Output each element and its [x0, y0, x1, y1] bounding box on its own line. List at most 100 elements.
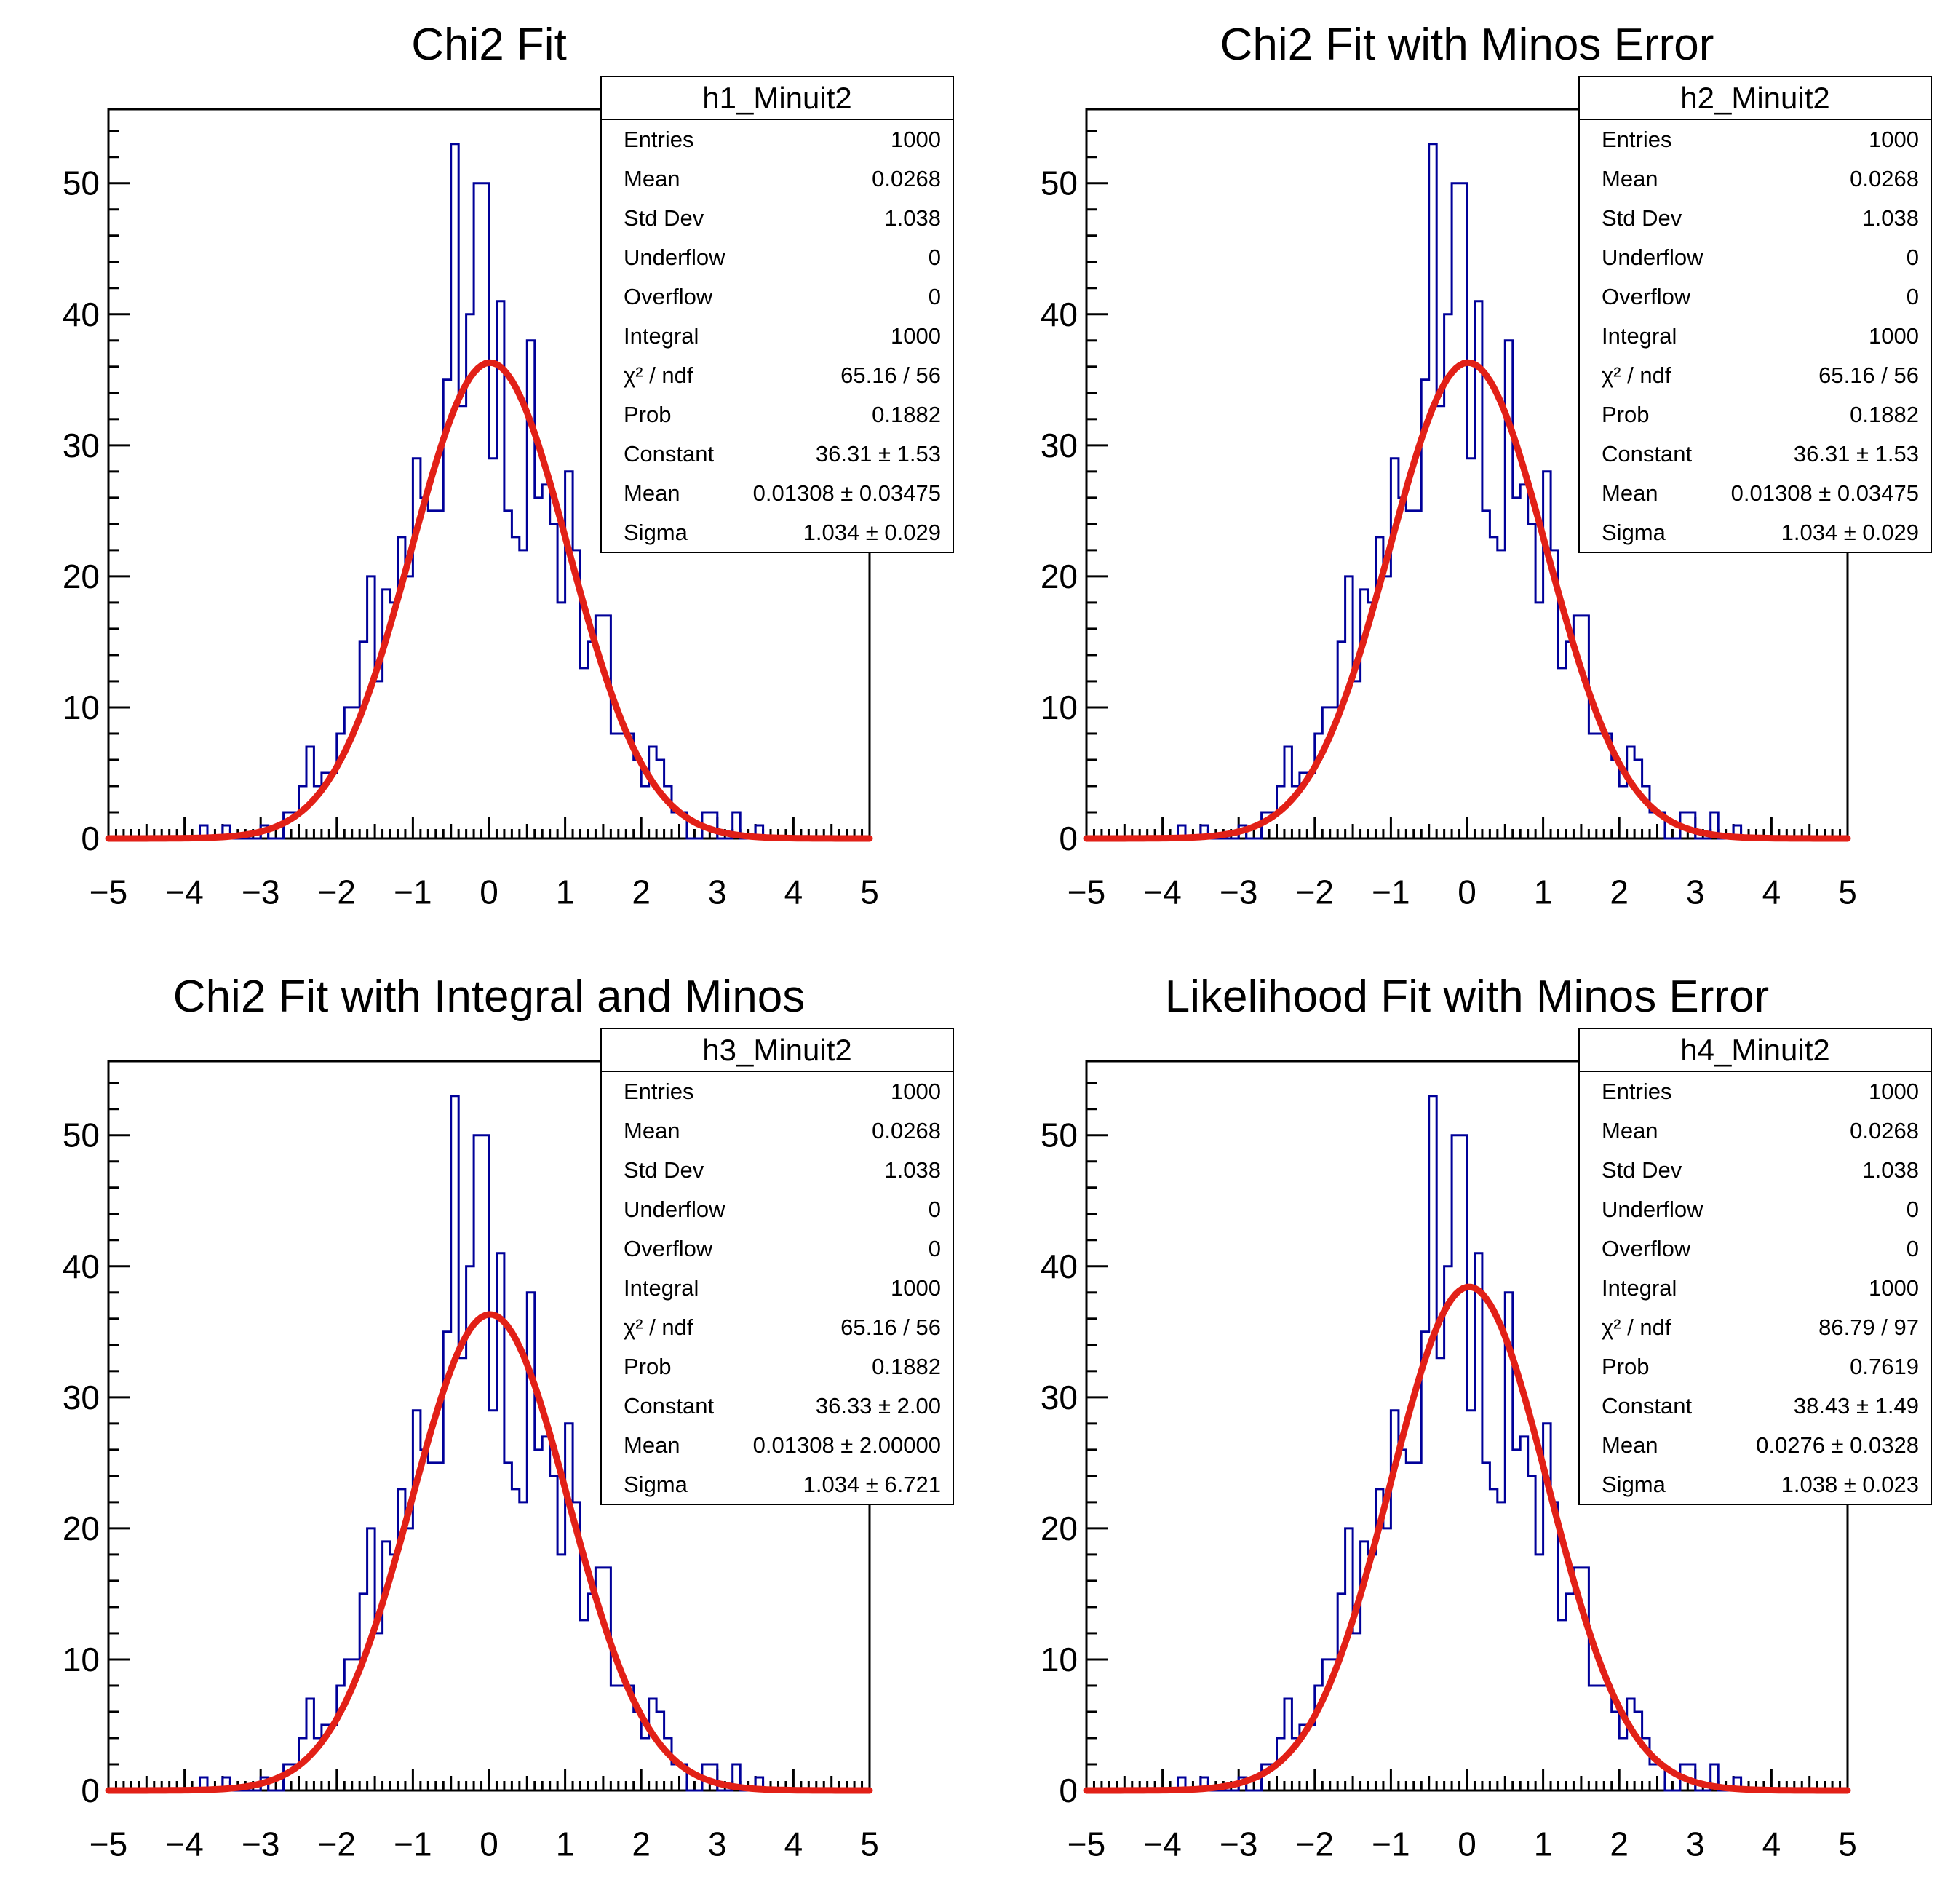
stats-row-value: 1.038 ± 0.023	[1781, 1472, 1919, 1497]
stats-row-value: 36.33 ± 2.00	[815, 1393, 941, 1419]
stats-row-value: 0	[928, 1197, 941, 1222]
stats-row-label: Overflow	[1602, 1236, 1691, 1261]
stats-row-value: 0.0268	[1850, 1118, 1919, 1143]
stats-row-label: χ² / ndf	[1602, 362, 1671, 388]
stats-row-value: 1000	[891, 1275, 941, 1301]
stats-row-label: Overflow	[1602, 284, 1691, 309]
pad-title: Chi2 Fit	[411, 20, 567, 70]
stats-row-value: 0.01308 ± 2.00000	[752, 1432, 941, 1458]
stats-row: Entries 1000	[1580, 1072, 1931, 1111]
stats-row: Sigma 1.034 ± 0.029	[602, 513, 953, 552]
stats-row: Std Dev 1.038	[1580, 1151, 1931, 1190]
stats-row-value: 1.034 ± 0.029	[1781, 520, 1919, 545]
stats-box: h2_Minuit2 Entries 1000 Mean 0.0268 Std Dev 1…	[1578, 76, 1932, 553]
stats-box-title: h1_Minuit2	[602, 77, 953, 120]
svg-text:2: 2	[1610, 1825, 1629, 1863]
stats-row-label: Std Dev	[1602, 205, 1682, 231]
stats-row-value: 65.16 / 56	[840, 1314, 941, 1340]
stats-row: Std Dev 1.038	[1580, 199, 1931, 238]
svg-text:1: 1	[1534, 873, 1553, 911]
svg-text:−3: −3	[242, 1825, 279, 1863]
stats-row: Integral 1000	[602, 1269, 953, 1308]
stats-row-value: 0	[928, 284, 941, 309]
svg-text:10: 10	[63, 689, 100, 726]
stats-row: Mean 0.0268	[1580, 159, 1931, 199]
stats-row-label: Mean	[624, 1118, 680, 1143]
svg-text:40: 40	[63, 295, 100, 333]
pad-chi2-fit-minos: Chi2 Fit with Minos Error −5 −4 −3 −2 −1 0 1 2 3…	[978, 0, 1956, 952]
stats-row: Underflow 0	[1580, 1190, 1931, 1229]
stats-row-label: χ² / ndf	[624, 1314, 693, 1340]
svg-text:40: 40	[1041, 295, 1078, 333]
svg-text:−1: −1	[394, 873, 432, 911]
svg-text:0: 0	[81, 1772, 100, 1809]
stats-row: Constant 36.33 ± 2.00	[602, 1387, 953, 1426]
stats-row-label: Underflow	[624, 245, 725, 270]
stats-row-label: χ² / ndf	[1602, 1314, 1671, 1340]
stats-row: Integral 1000	[602, 317, 953, 356]
svg-text:−4: −4	[1143, 1825, 1181, 1863]
svg-text:−4: −4	[165, 1825, 203, 1863]
stats-row: Mean 0.01308 ± 0.03475	[1580, 474, 1931, 513]
stats-row-value: 0.1882	[1850, 402, 1919, 427]
stats-row-value: 36.31 ± 1.53	[815, 441, 941, 467]
stats-row-label: Underflow	[624, 1197, 725, 1222]
stats-row: Mean 0.0268	[602, 1111, 953, 1151]
stats-row-label: Integral	[1602, 323, 1677, 349]
stats-box: h4_Minuit2 Entries 1000 Mean 0.0268 Std Dev 1…	[1578, 1028, 1932, 1505]
svg-text:−1: −1	[1372, 1825, 1410, 1863]
svg-text:1: 1	[1534, 1825, 1553, 1863]
stats-row: Entries 1000	[1580, 120, 1931, 159]
svg-text:20: 20	[1041, 558, 1078, 595]
svg-text:10: 10	[1041, 689, 1078, 726]
svg-text:−4: −4	[165, 873, 203, 911]
svg-text:0: 0	[1458, 873, 1476, 911]
stats-row-label: Prob	[1602, 402, 1650, 427]
svg-text:20: 20	[63, 1510, 100, 1547]
svg-text:0: 0	[480, 1825, 498, 1863]
stats-row-label: Integral	[624, 323, 699, 349]
stats-row: Overflow 0	[602, 277, 953, 317]
svg-text:0: 0	[480, 873, 498, 911]
stats-row: Underflow 0	[602, 238, 953, 277]
stats-row: Prob 0.1882	[602, 395, 953, 435]
svg-text:5: 5	[860, 1825, 879, 1863]
stats-row: Prob 0.1882	[602, 1347, 953, 1387]
stats-row: Mean 0.0268	[1580, 1111, 1931, 1151]
svg-text:30: 30	[1041, 1379, 1078, 1416]
stats-row-label: χ² / ndf	[624, 362, 693, 388]
stats-box-title: h3_Minuit2	[602, 1029, 953, 1072]
stats-row: Entries 1000	[602, 1072, 953, 1111]
svg-text:50: 50	[63, 1116, 100, 1154]
stats-row-value: 1000	[1869, 323, 1919, 349]
stats-row-value: 0	[1906, 245, 1919, 270]
svg-text:2: 2	[632, 1825, 651, 1863]
stats-row: Overflow 0	[602, 1229, 953, 1269]
stats-row: Std Dev 1.038	[602, 199, 953, 238]
svg-text:20: 20	[63, 558, 100, 595]
svg-text:5: 5	[1838, 873, 1857, 911]
svg-text:3: 3	[1686, 1825, 1705, 1863]
stats-row-value: 1000	[891, 127, 941, 152]
stats-row-value: 0.0276 ± 0.0328	[1756, 1432, 1919, 1458]
stats-row-label: Constant	[1602, 441, 1693, 467]
stats-row-label: Prob	[1602, 1354, 1650, 1379]
svg-text:2: 2	[632, 873, 651, 911]
stats-row-label: Mean	[1602, 166, 1658, 191]
svg-text:4: 4	[784, 873, 803, 911]
stats-row-label: Mean	[1602, 1432, 1658, 1458]
stats-row-label: Mean	[1602, 480, 1658, 506]
stats-row-label: Constant	[624, 441, 715, 467]
stats-row: χ² / ndf 65.16 / 56	[1580, 356, 1931, 395]
stats-row: χ² / ndf 65.16 / 56	[602, 356, 953, 395]
stats-row-label: Entries	[1602, 127, 1672, 152]
svg-text:10: 10	[1041, 1641, 1078, 1678]
stats-row-value: 36.31 ± 1.53	[1793, 441, 1919, 467]
svg-text:4: 4	[1762, 1825, 1781, 1863]
svg-text:1: 1	[556, 873, 575, 911]
pad-chi2-fit: Chi2 Fit −5 −4 −3 −2 −1 0 1 2 3 4 5 0 10 20 30 40 50 h1_…	[0, 0, 978, 952]
stats-row: Sigma 1.038 ± 0.023	[1580, 1465, 1931, 1504]
stats-row-value: 1000	[1869, 127, 1919, 152]
stats-row: Integral 1000	[1580, 1269, 1931, 1308]
